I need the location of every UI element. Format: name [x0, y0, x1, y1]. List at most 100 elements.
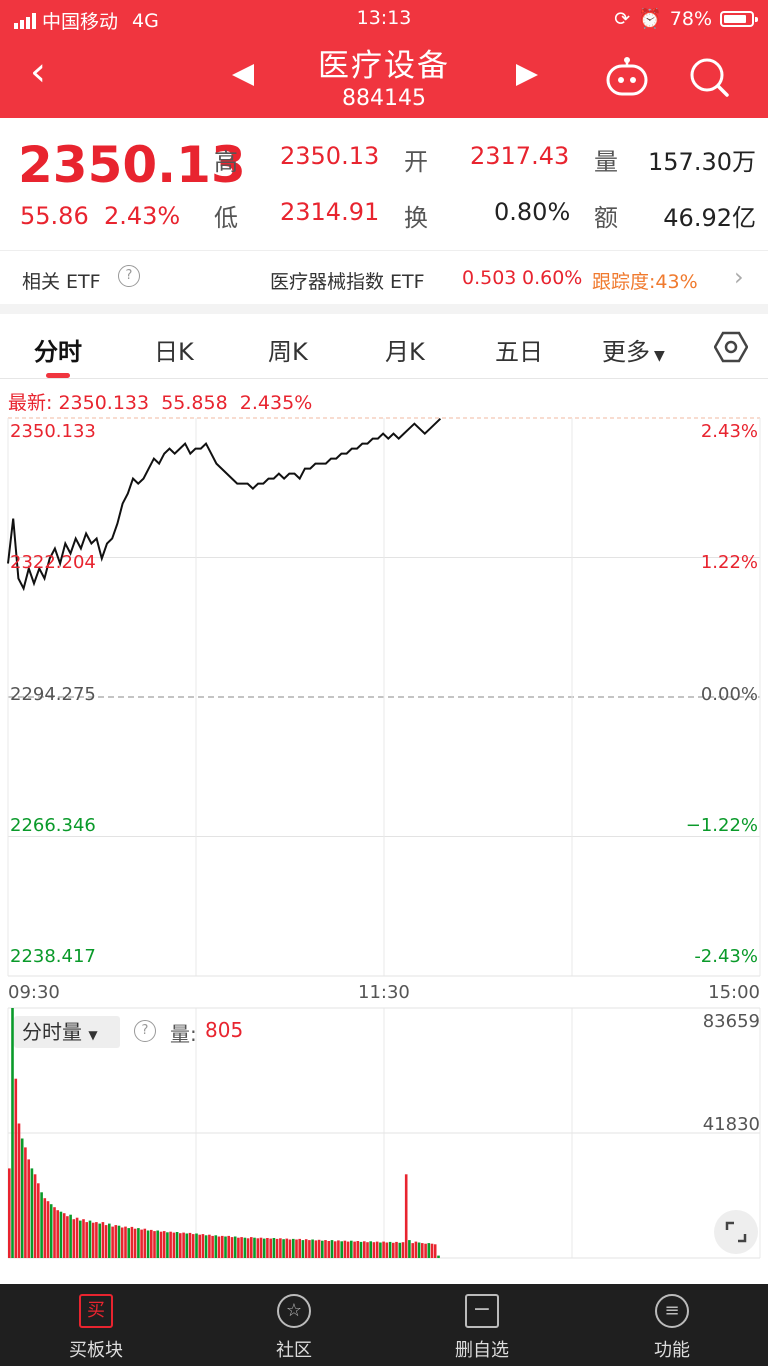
- volume-bar: [369, 1241, 372, 1258]
- x-label-mid: 11:30: [358, 982, 410, 1003]
- volume-bar: [333, 1241, 337, 1258]
- chart-settings-icon[interactable]: [714, 330, 748, 364]
- nav-label: 功能: [654, 1340, 690, 1361]
- volume-bar: [162, 1231, 166, 1258]
- volume-bar: [337, 1240, 340, 1258]
- volume-bar: [156, 1230, 159, 1258]
- dropdown-icon: ▼: [654, 348, 665, 364]
- volume-bar: [72, 1219, 76, 1258]
- fullscreen-button[interactable]: [714, 1210, 758, 1254]
- chevron-right-icon: ›: [734, 263, 744, 291]
- volume-bar: [366, 1242, 369, 1258]
- volume-bar: [137, 1228, 140, 1258]
- turnover-label: 换: [404, 204, 428, 232]
- volume-bar: [421, 1243, 424, 1258]
- stock-code: 884145: [342, 86, 426, 111]
- volume-bar: [298, 1238, 301, 1258]
- volume-bar: [82, 1219, 85, 1258]
- volume-bar: [401, 1242, 405, 1258]
- y-left-label-2: 2322.204: [10, 552, 96, 573]
- tab-indicator: [46, 373, 70, 378]
- nav-label: 社区: [276, 1340, 312, 1361]
- battery-percent: 78%: [669, 7, 712, 30]
- high-label: 高: [214, 148, 238, 176]
- prev-stock-icon[interactable]: [232, 64, 254, 86]
- volume-bar: [182, 1232, 185, 1258]
- volume-bar: [256, 1238, 260, 1258]
- volume-bar: [346, 1241, 350, 1258]
- signal-icon: [14, 12, 36, 29]
- volume-bar: [33, 1174, 37, 1258]
- status-bar: 中国移动 4G 13:13 ⟳ ⏰ 78%: [0, 0, 768, 38]
- volume-bar: [69, 1214, 72, 1258]
- volume-indicator-select[interactable]: 分时量 ▼: [14, 1016, 120, 1048]
- x-label-start: 09:30: [8, 982, 60, 1003]
- low-label: 低: [214, 204, 238, 232]
- volume-bar: [288, 1239, 292, 1258]
- volume-bar: [14, 1078, 18, 1258]
- next-stock-icon[interactable]: [516, 64, 538, 86]
- volume-bar: [327, 1241, 331, 1258]
- back-icon[interactable]: ‹: [30, 49, 46, 95]
- volume-bar: [150, 1229, 153, 1258]
- volume-bar: [120, 1227, 124, 1258]
- volume-value: 157.30万: [648, 148, 756, 176]
- chart-tabs: 分时 日K 周K 月K 五日 更多 ▼: [0, 314, 768, 379]
- intraday-chart[interactable]: [0, 408, 768, 1278]
- y-right-label-5: -2.43%: [694, 946, 758, 967]
- volume-bar: [408, 1240, 411, 1258]
- help-icon[interactable]: ?: [118, 265, 140, 287]
- volume-bar: [230, 1237, 234, 1258]
- nav-community[interactable]: ☆ 社区: [234, 1284, 354, 1366]
- volume-bar: [343, 1240, 347, 1258]
- volume-bar: [388, 1241, 392, 1258]
- volume-bar: [153, 1231, 156, 1258]
- volume-bar: [437, 1255, 440, 1258]
- remove-icon: −: [465, 1294, 499, 1328]
- carrier: 中国移动: [42, 11, 119, 33]
- x-label-end: 15:00: [708, 982, 760, 1003]
- clock: 13:13: [356, 7, 412, 29]
- volume-bar: [259, 1237, 263, 1258]
- volume-bar: [269, 1238, 272, 1258]
- robot-assistant-icon[interactable]: [604, 56, 650, 98]
- latest-percent: 2.435%: [239, 392, 313, 414]
- change-value: 55.86: [20, 202, 89, 230]
- volume-bar: [188, 1232, 192, 1258]
- volume-bar: [262, 1238, 266, 1258]
- nav-buy-sector[interactable]: 买 买板块: [36, 1284, 156, 1366]
- tab-monthly-k[interactable]: 月K: [385, 338, 425, 366]
- volume-bar: [37, 1183, 40, 1258]
- volume-bar: [79, 1220, 82, 1258]
- volume-max-label: 83659: [702, 1011, 760, 1032]
- tab-five-day[interactable]: 五日: [495, 338, 543, 366]
- quote-panel: 2350.13 55.86 2.43% 高 2350.13 开 2317.43 …: [0, 118, 768, 248]
- volume-bar: [130, 1226, 134, 1258]
- last-price: 2350.13: [18, 136, 246, 194]
- volume-bar: [372, 1242, 376, 1258]
- volume-bar: [253, 1237, 256, 1258]
- volume-bar: [240, 1237, 243, 1258]
- y-right-label-1: 2.43%: [700, 421, 758, 442]
- amount-label: 额: [594, 204, 618, 232]
- price-line: [7, 417, 442, 592]
- volume-mid-label: 41830: [702, 1114, 760, 1135]
- related-etf-row[interactable]: 相关 ETF ? 医疗器械指数 ETF 0.503 0.60% 跟踪度:43% …: [0, 250, 768, 305]
- tab-weekly-k[interactable]: 周K: [268, 338, 308, 366]
- volume-bar: [20, 1138, 24, 1258]
- volume-bar: [233, 1236, 237, 1258]
- volume-bar: [295, 1239, 298, 1258]
- tab-more[interactable]: 更多 ▼: [602, 332, 665, 367]
- y-left-label-3: 2294.275: [10, 684, 96, 705]
- amount-value: 46.92亿: [663, 204, 756, 232]
- volume-bar: [56, 1210, 59, 1258]
- y-left-label-1: 2350.133: [10, 421, 96, 442]
- nav-remove-watchlist[interactable]: − 删自选: [422, 1284, 542, 1366]
- nav-functions[interactable]: ≡ 功能: [612, 1284, 732, 1366]
- search-icon[interactable]: [688, 56, 730, 98]
- tab-intraday[interactable]: 分时: [34, 338, 82, 366]
- tab-daily-k[interactable]: 日K: [154, 338, 194, 366]
- alarm-icon: ⏰: [638, 8, 662, 30]
- price-change: 55.86 2.43%: [20, 202, 180, 230]
- help-icon[interactable]: ?: [134, 1020, 156, 1042]
